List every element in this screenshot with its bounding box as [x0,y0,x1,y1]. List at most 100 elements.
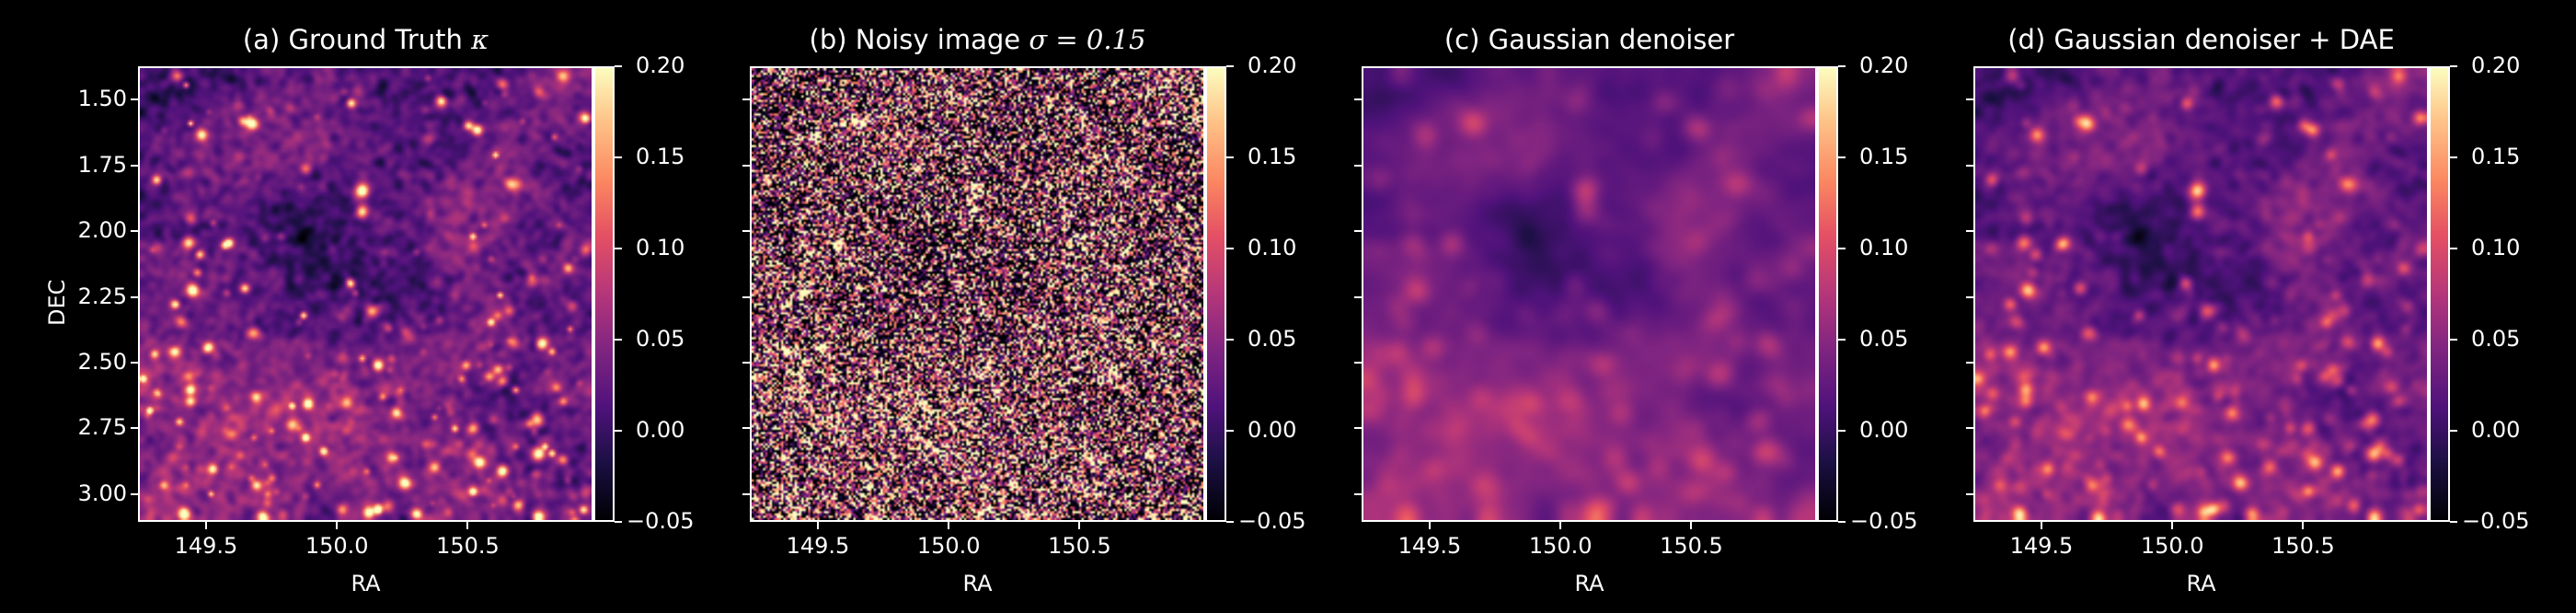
panel-title: (d) Gaussian denoiser + DAE [1973,24,2429,55]
heatmap-image [1973,66,2429,522]
colorbar-tick-mark [1838,521,1846,523]
x-tick-mark [948,522,950,529]
colorbar-tick-mark [615,156,622,158]
x-tick-label: 150.5 [2271,533,2335,559]
x-tick-label: 149.5 [786,533,850,559]
colorbar-tick-label: 0.15 [636,144,685,169]
colorbar-tick-mark [1838,65,1846,67]
colorbar-tick-mark [1226,248,1234,249]
colorbar-tick-mark [615,248,622,249]
y-tick-mark [131,98,138,101]
panel-title-math: κ [471,24,489,55]
y-tick-mark [1966,361,1973,364]
y-tick-label: 1.75 [77,151,127,178]
colorbar-tick-mark [1226,521,1234,523]
panel-title: (c) Gaussian denoiser [1362,24,1817,55]
colorbar [593,66,615,522]
panel-title-text: (a) Ground Truth [242,24,472,55]
colorbar-tick-label: 0.20 [636,52,685,78]
y-tick-label: 1.50 [77,86,127,112]
x-tick-label: 149.5 [2009,533,2074,559]
heatmap-canvas [1975,68,2427,520]
x-tick-mark [336,522,339,529]
x-tick-label: 150.0 [1528,533,1593,559]
x-tick-label: 150.5 [1660,533,1723,559]
y-tick-mark [131,295,138,298]
panel-dae: (d) Gaussian denoiser + DAE 149.5 150.0 150… [1966,0,2576,613]
heatmap-canvas [1363,68,1815,520]
x-tick-mark [2040,522,2042,529]
x-tick-mark [2302,522,2305,529]
colorbar-tick-label: −0.05 [2462,508,2530,534]
colorbar-tick-label: −0.05 [1238,508,1306,534]
colorbar-tick-label: 0.00 [2471,417,2521,443]
panel-title-text: (d) Gaussian denoiser + DAE [2007,24,2395,55]
y-tick-mark [1966,98,1973,101]
x-tick-label: 150.0 [305,533,369,559]
colorbar-tick-mark [2450,521,2457,523]
colorbar-tick-label: 0.10 [1859,235,1909,260]
y-tick-mark [1354,492,1362,495]
colorbar-tick-mark [1838,156,1846,158]
heatmap-image [1362,66,1817,522]
colorbar-tick-label: −0.05 [1850,508,1918,534]
colorbar [1205,66,1226,522]
colorbar-tick-label: 0.05 [1248,326,1297,352]
x-tick-label: 150.0 [916,533,981,559]
y-tick-mark [131,427,138,430]
colorbar-tick-label: 0.00 [1859,417,1909,443]
colorbar-tick-mark [2450,65,2457,67]
y-tick-label: 2.25 [77,283,127,309]
y-tick-mark [742,295,750,298]
panel-title-text: (c) Gaussian denoiser [1443,24,1735,55]
x-tick-mark [1559,522,1562,529]
colorbar-tick-mark [1226,156,1234,158]
y-tick-mark [131,164,138,167]
colorbar-tick-mark [1838,339,1846,341]
y-tick-label: 2.00 [77,217,127,243]
y-tick-mark [1354,427,1362,430]
y-axis-label: DEC [44,279,70,326]
x-tick-label: 150.0 [2140,533,2204,559]
x-axis-label: RA [1574,571,1604,596]
colorbar-tick-mark [615,65,622,67]
y-tick-label: 2.50 [77,348,127,375]
colorbar-tick-mark [1226,430,1234,432]
panel-noisy: (b) Noisy image σ = 0.15 149.5 150.0 150.5 0… [742,0,1362,613]
y-tick-mark [742,361,750,364]
x-tick-label: 150.5 [1048,533,1111,559]
y-tick-mark [1966,230,1973,232]
colorbar-tick-mark [1226,339,1234,341]
colorbar-tick-mark [615,430,622,432]
panel-title-text: (b) Noisy image [809,24,1029,55]
x-tick-mark [816,522,819,529]
colorbar-tick-mark [1838,430,1846,432]
colorbar-tick-label: 0.15 [1859,144,1909,169]
colorbar-tick-label: −0.05 [627,508,695,534]
colorbar-tick-label: 0.10 [1248,235,1297,260]
y-tick-mark [1354,230,1362,232]
colorbar-tick-mark [615,521,622,523]
y-tick-mark [742,164,750,167]
y-tick-mark [1966,427,1973,430]
panel-title: (b) Noisy image σ = 0.15 [750,24,1205,55]
y-tick-mark [742,230,750,232]
y-tick-mark [1966,164,1973,167]
heatmap-canvas [752,68,1203,520]
colorbar-tick-mark [2450,339,2457,341]
panel-gaussian: (c) Gaussian denoiser 149.5 150.0 150.5 0.20… [1354,0,1973,613]
colorbar-tick-mark [2450,156,2457,158]
y-tick-mark [742,427,750,430]
colorbar-tick-label: 0.20 [1248,52,1297,78]
x-tick-mark [204,522,207,529]
colorbar [1817,66,1838,522]
colorbar-tick-label: 0.00 [1248,417,1297,443]
x-tick-mark [2171,522,2174,529]
colorbar-tick-label: 0.15 [1248,144,1297,169]
y-tick-mark [1354,164,1362,167]
colorbar-tick-mark [1226,65,1234,67]
x-axis-label: RA [351,571,381,596]
colorbar-tick-label: 0.20 [1859,52,1909,78]
y-tick-label: 3.00 [77,480,127,506]
x-tick-label: 150.5 [436,533,500,559]
